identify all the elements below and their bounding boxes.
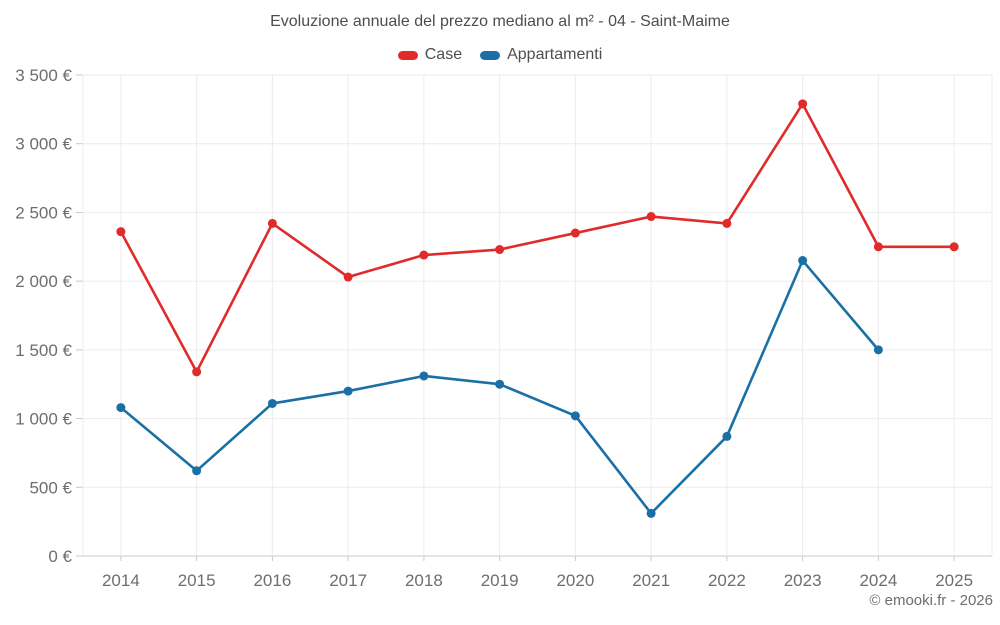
chart-title: Evoluzione annuale del prezzo mediano al… — [270, 13, 730, 30]
data-point-appartamenti[interactable] — [267, 398, 277, 408]
data-point-case[interactable] — [495, 245, 505, 255]
data-point-case[interactable] — [949, 242, 959, 252]
data-point-case[interactable] — [798, 99, 808, 109]
data-point-appartamenti[interactable] — [798, 256, 808, 266]
y-axis-label: 2 500 € — [15, 203, 72, 222]
series-line-case — [119, 102, 955, 374]
y-axis-label: 500 € — [29, 478, 72, 497]
data-point-appartamenti[interactable] — [343, 386, 353, 396]
data-point-appartamenti[interactable] — [116, 403, 126, 413]
data-point-appartamenti[interactable] — [495, 379, 505, 389]
y-axis-label: 1 500 € — [15, 341, 72, 360]
x-axis-label: 2024 — [859, 571, 897, 590]
data-point-case[interactable] — [570, 228, 580, 238]
x-axis-label: 2021 — [632, 571, 670, 590]
data-point-appartamenti[interactable] — [873, 345, 883, 355]
y-axis-label: 3 500 € — [15, 66, 72, 85]
legend-swatch-appartamenti — [480, 50, 501, 60]
x-axis-label: 2018 — [405, 571, 443, 590]
data-point-appartamenti[interactable] — [646, 508, 656, 518]
data-point-case[interactable] — [343, 272, 353, 282]
data-point-case[interactable] — [267, 218, 277, 228]
y-axis-label: 1 000 € — [15, 410, 72, 429]
y-axis-label: 2 000 € — [15, 272, 72, 291]
data-point-case[interactable] — [419, 250, 429, 260]
x-axis-label: 2019 — [481, 571, 519, 590]
data-point-case[interactable] — [646, 212, 656, 222]
data-point-appartamenti[interactable] — [192, 466, 202, 476]
data-point-appartamenti[interactable] — [419, 371, 429, 381]
x-axis-label: 2023 — [784, 571, 822, 590]
legend-label-appartamenti: Appartamenti — [507, 46, 603, 63]
y-axis-label: 0 € — [48, 547, 72, 566]
x-axis-label: 2016 — [253, 571, 291, 590]
legend-label-case: Case — [424, 46, 463, 63]
x-axis-label: 2014 — [102, 571, 140, 590]
x-axis-label: 2017 — [329, 571, 367, 590]
data-point-case[interactable] — [873, 242, 883, 252]
x-axis-label: 2025 — [935, 571, 973, 590]
legend-item-appartamenti[interactable]: Appartamenti — [480, 46, 602, 64]
y-axis-label: 3 000 € — [15, 135, 72, 154]
x-axis-label: 2020 — [556, 571, 594, 590]
data-point-case[interactable] — [192, 367, 202, 377]
x-axis-label: 2015 — [178, 571, 216, 590]
data-point-case[interactable] — [116, 227, 126, 237]
x-axis-label: 2022 — [708, 571, 746, 590]
legend-item-case[interactable]: Case — [397, 46, 463, 64]
data-point-appartamenti[interactable] — [570, 411, 580, 421]
data-point-case[interactable] — [722, 218, 732, 228]
legend-swatch-case — [397, 50, 418, 60]
chart-legend: Case Appartamenti — [0, 46, 1000, 64]
data-point-appartamenti[interactable] — [722, 431, 732, 441]
attribution: © emooki.fr - 2026 — [869, 592, 993, 609]
